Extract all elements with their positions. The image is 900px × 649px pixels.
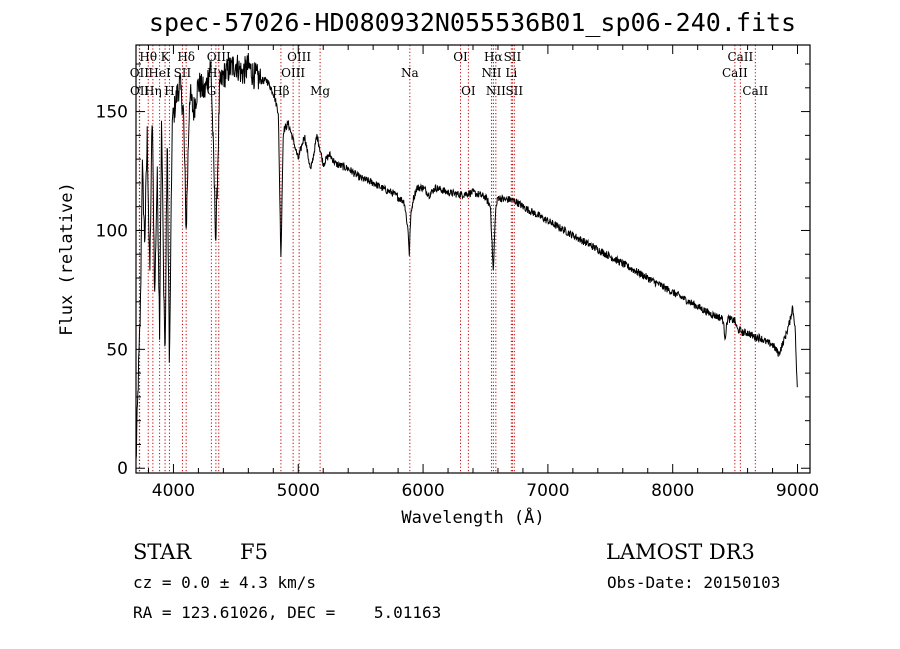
spectral-line-label: G: [207, 84, 217, 98]
spectral-line-label: HeI: [148, 66, 171, 80]
spectral-line-label: H: [164, 84, 174, 98]
spectral-line-label: Hη: [144, 84, 162, 98]
spectral-line-label: Hβ: [272, 84, 289, 98]
spectral-line-label: OII: [130, 66, 150, 80]
observation-date: Obs-Date: 20150103: [607, 573, 781, 592]
spectral-line-label: CaII: [722, 66, 748, 80]
spectral-line-label: NII: [486, 84, 506, 98]
spectral-line-label: Mg: [310, 84, 330, 98]
y-tick-label: 100: [96, 221, 128, 241]
spectral-line-label: OII: [130, 84, 150, 98]
plot-frame: [135, 44, 811, 474]
spectral-line-labels: HθOIIOIIHηHeIKHSIIHδGHγOIIIHβOIIIOIIIMgN…: [130, 50, 769, 98]
y-axis-label: Flux (relative): [57, 182, 77, 336]
spectral-line-label: Na: [401, 66, 419, 80]
series-layer: [135, 52, 798, 460]
chart-title: spec-57026-HD080932N055536B01_sp06-240.f…: [148, 8, 797, 37]
x-tick-label: 9000: [776, 481, 819, 501]
x-tick-label: 6000: [401, 481, 444, 501]
spectral-line-label: OIII: [281, 66, 305, 80]
y-tick-label: 50: [106, 340, 128, 360]
spectral-line-label: Hθ: [139, 50, 157, 64]
coordinates: RA = 123.61026, DEC = 5.01163: [133, 603, 442, 622]
y-tick-label: 0: [117, 459, 128, 479]
spectral-line-label: SII: [504, 50, 522, 64]
spectral-line-label: OIII: [207, 50, 231, 64]
x-tick-label: 5000: [277, 481, 320, 501]
spectral-line-label: Li: [505, 66, 517, 80]
series-flux-line: [135, 52, 798, 460]
spectral-line-label: K: [161, 50, 171, 64]
x-tick-label: 7000: [526, 481, 569, 501]
spectral-line-label: Hα: [484, 50, 503, 64]
spectral-line-label: Hγ: [207, 66, 225, 80]
y-tick-label: 150: [96, 103, 128, 123]
spectral-line-label: OIII: [287, 50, 311, 64]
spectral-line-label: OI: [461, 84, 476, 98]
spectral-line-label: OI: [453, 50, 468, 64]
spectral-line-label: Hδ: [177, 50, 195, 64]
spectral-line-label: CaII: [742, 84, 768, 98]
spectral-line-label: NII: [481, 66, 501, 80]
survey-name: LAMOST DR3: [606, 540, 755, 564]
spectral-line-markers: [138, 45, 756, 473]
object-type: STAR: [133, 540, 192, 564]
spectral-line-label: CaII: [727, 50, 753, 64]
x-tick-label: 4000: [152, 481, 195, 501]
object-subclass: F5: [240, 540, 268, 564]
spectral-line-label: SII: [174, 66, 192, 80]
redshift-value: cz = 0.0 ± 4.3 km/s: [133, 573, 317, 592]
x-axis-label: Wavelength (Å): [401, 506, 544, 528]
x-tick-label: 8000: [651, 481, 694, 501]
spectral-line-label: SII: [505, 84, 523, 98]
axis-ticks: 4000 5000 6000 7000 8000 9000 0 50 100 150: [96, 45, 819, 501]
